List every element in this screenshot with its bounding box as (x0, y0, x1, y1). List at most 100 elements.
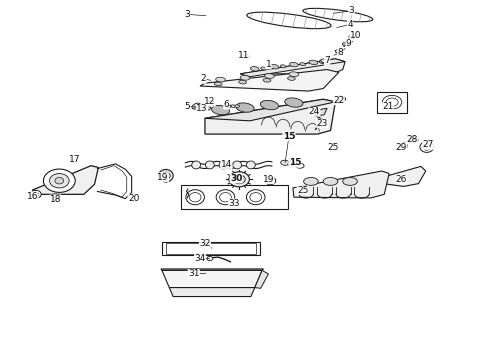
Ellipse shape (420, 141, 434, 152)
Ellipse shape (216, 190, 235, 205)
Polygon shape (240, 59, 345, 77)
Text: 5: 5 (184, 102, 190, 111)
Ellipse shape (382, 95, 402, 109)
Text: 10: 10 (350, 31, 361, 40)
Ellipse shape (51, 194, 60, 201)
Ellipse shape (411, 138, 416, 141)
Ellipse shape (212, 105, 230, 115)
Ellipse shape (270, 64, 279, 69)
Bar (180, 185, 288, 210)
Ellipse shape (337, 97, 343, 100)
Text: 18: 18 (49, 195, 61, 204)
Text: 22: 22 (333, 96, 344, 105)
Text: 25: 25 (327, 143, 339, 152)
Text: 20: 20 (128, 194, 139, 203)
Polygon shape (315, 108, 327, 116)
Polygon shape (32, 166, 98, 194)
Ellipse shape (205, 161, 214, 169)
Ellipse shape (243, 55, 249, 58)
Ellipse shape (229, 172, 249, 187)
Ellipse shape (192, 161, 200, 169)
Text: 29: 29 (395, 143, 407, 152)
Ellipse shape (290, 62, 298, 67)
Ellipse shape (250, 67, 259, 71)
Ellipse shape (161, 172, 170, 179)
Text: 27: 27 (422, 140, 434, 149)
Ellipse shape (227, 105, 232, 107)
Ellipse shape (192, 103, 200, 109)
Ellipse shape (189, 193, 201, 202)
Ellipse shape (235, 105, 240, 107)
Ellipse shape (207, 256, 213, 261)
Ellipse shape (386, 98, 398, 106)
Text: 11: 11 (238, 51, 250, 60)
Text: 19: 19 (157, 173, 169, 182)
Text: 16: 16 (26, 192, 38, 201)
Text: 2: 2 (201, 75, 206, 84)
Ellipse shape (280, 65, 286, 68)
Text: 21: 21 (382, 102, 393, 111)
Text: 30: 30 (230, 174, 243, 183)
Ellipse shape (265, 74, 274, 78)
Ellipse shape (343, 177, 357, 185)
Ellipse shape (231, 105, 236, 107)
Ellipse shape (236, 103, 254, 112)
Text: 3: 3 (184, 10, 190, 19)
Polygon shape (205, 99, 335, 134)
Polygon shape (383, 166, 426, 186)
Ellipse shape (288, 162, 297, 167)
Text: 15: 15 (283, 132, 295, 141)
Text: 12: 12 (204, 97, 216, 106)
Ellipse shape (246, 161, 255, 169)
Text: 4: 4 (347, 20, 353, 29)
Text: 26: 26 (395, 175, 407, 184)
Ellipse shape (55, 177, 64, 184)
Text: 1: 1 (266, 60, 271, 69)
Ellipse shape (265, 177, 276, 185)
Ellipse shape (216, 77, 225, 82)
Polygon shape (162, 270, 262, 288)
Ellipse shape (44, 169, 75, 192)
Ellipse shape (289, 72, 299, 77)
Text: 31: 31 (188, 269, 199, 278)
Ellipse shape (309, 60, 318, 64)
Ellipse shape (281, 160, 290, 165)
Text: 28: 28 (406, 135, 418, 144)
Ellipse shape (219, 161, 228, 169)
Ellipse shape (240, 76, 250, 80)
Ellipse shape (250, 193, 262, 202)
Ellipse shape (263, 78, 271, 82)
Polygon shape (240, 59, 345, 74)
Ellipse shape (335, 96, 345, 102)
Ellipse shape (260, 100, 278, 110)
Text: 34: 34 (195, 255, 206, 264)
Ellipse shape (319, 60, 325, 63)
Ellipse shape (239, 80, 246, 84)
Polygon shape (169, 288, 255, 297)
Ellipse shape (300, 63, 306, 66)
Ellipse shape (288, 77, 295, 80)
Bar (166, 243, 256, 253)
Text: 6: 6 (223, 100, 229, 109)
Ellipse shape (33, 192, 39, 197)
Text: 14: 14 (221, 160, 232, 169)
Text: 13: 13 (196, 104, 208, 113)
Polygon shape (200, 69, 339, 91)
Ellipse shape (30, 190, 41, 198)
Polygon shape (293, 171, 389, 198)
Ellipse shape (53, 195, 58, 199)
Ellipse shape (186, 190, 204, 205)
Ellipse shape (261, 67, 267, 70)
Ellipse shape (303, 8, 373, 22)
Text: 9: 9 (346, 39, 351, 48)
Text: 19: 19 (263, 175, 274, 184)
Ellipse shape (335, 50, 341, 53)
Text: 32: 32 (199, 239, 211, 248)
Polygon shape (161, 269, 264, 270)
Ellipse shape (247, 12, 331, 29)
Text: 17: 17 (69, 155, 81, 164)
Ellipse shape (49, 174, 69, 188)
Text: 24: 24 (309, 107, 320, 116)
Ellipse shape (159, 170, 173, 182)
Ellipse shape (295, 163, 304, 168)
